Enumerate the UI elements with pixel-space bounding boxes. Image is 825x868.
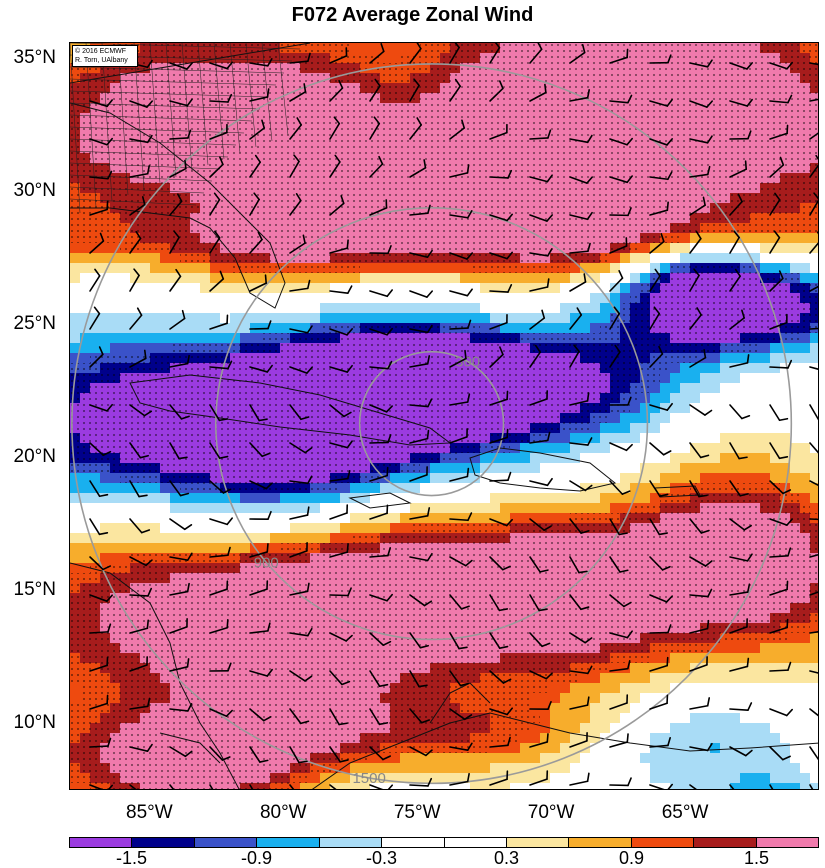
lon-label: 75°W (377, 803, 457, 823)
lat-label: 15°N (14, 580, 56, 600)
colorbar-tick-label: 1.5 (727, 848, 787, 868)
lat-label: 25°N (14, 314, 56, 334)
wind-barb (770, 670, 788, 671)
wind-barb (170, 138, 188, 139)
lon-label: 65°W (645, 803, 725, 823)
wind-barb-feather (627, 734, 628, 742)
wind-barb (410, 785, 428, 786)
colorbar-swatch (507, 838, 569, 847)
wind-barb-feather (667, 658, 668, 666)
credit-line-2: R. Torn, UAlbany (75, 56, 135, 65)
wind-barb (490, 291, 508, 292)
wind-barb-feather (145, 350, 146, 358)
wind-barb (330, 595, 348, 596)
wind-barb-feather (465, 351, 466, 359)
colorbar-swatch (132, 838, 194, 847)
wind-barb-feather (545, 85, 546, 93)
lat-label: 10°N (14, 713, 56, 733)
wind-barb (770, 367, 788, 368)
wind-barb-feather (267, 544, 268, 552)
wind-barb (530, 138, 548, 139)
lon-label: 85°W (109, 803, 189, 823)
wind-barb-feather (185, 161, 186, 169)
lat-label: 35°N (14, 48, 56, 68)
wind-barb-feather (347, 544, 348, 552)
colorbar-swatch (70, 838, 132, 847)
colorbar-tick-label: 0.9 (602, 848, 662, 868)
colorbar-tick-label: -1.5 (102, 848, 162, 868)
colorbar-swatch (632, 838, 694, 847)
lon-label: 70°W (511, 803, 591, 823)
wind-barb-feather (547, 734, 548, 742)
range-ring-label: 900 (254, 554, 279, 571)
wind-barb-feather (347, 240, 348, 248)
wind-barb-feather (748, 355, 749, 363)
colorbar (69, 837, 819, 848)
colorbar-swatch (382, 838, 444, 847)
wind-barb (90, 632, 108, 633)
wind-barb-feather (266, 275, 267, 283)
wind-barb-feather (707, 621, 708, 629)
wind-barb-feather (588, 393, 589, 401)
wind-barb (450, 328, 468, 329)
wind-barb-feather (147, 620, 148, 628)
colorbar-swatch (195, 838, 257, 847)
lat-label: 30°N (14, 181, 56, 201)
wind-barb (490, 480, 508, 481)
wind-barb-feather (387, 468, 388, 476)
wind-barb-feather (468, 165, 469, 173)
wind-barb (130, 595, 148, 596)
range-ring-label: 1500 (352, 770, 385, 787)
colorbar-swatch (757, 838, 818, 847)
wind-barb (90, 746, 108, 747)
colorbar-tick-label: -0.3 (352, 848, 412, 868)
wind-barb-feather (227, 620, 228, 628)
credit-box: © 2016 ECMWF R. Torn, UAlbany (72, 45, 138, 67)
wind-barb-feather (746, 161, 747, 169)
colorbar-swatch (694, 838, 756, 847)
wind-barb (370, 442, 388, 443)
wind-barb-feather (188, 659, 189, 667)
wind-barb (810, 519, 819, 520)
lat-label: 20°N (14, 447, 56, 467)
colorbar-swatch (569, 838, 631, 847)
wind-barb-feather (427, 431, 428, 439)
wind-barb (210, 101, 228, 102)
colorbar-swatch (445, 838, 507, 847)
wind-barb-feather (747, 658, 748, 666)
wind-barb-feather (467, 469, 468, 477)
wind-barb-feather (667, 202, 668, 210)
colorbar-tick-label: 0.3 (477, 848, 537, 868)
colorbar-swatch (257, 838, 319, 847)
wind-barb-feather (268, 89, 269, 97)
map-title: F072 Average Zonal Wind (0, 0, 825, 30)
colorbar-tick-label: -0.9 (227, 848, 287, 868)
lon-label: 80°W (243, 803, 323, 823)
credit-line-1: © 2016 ECMWF (75, 47, 135, 56)
wind-barb (490, 177, 508, 178)
colorbar-swatch (320, 838, 382, 847)
